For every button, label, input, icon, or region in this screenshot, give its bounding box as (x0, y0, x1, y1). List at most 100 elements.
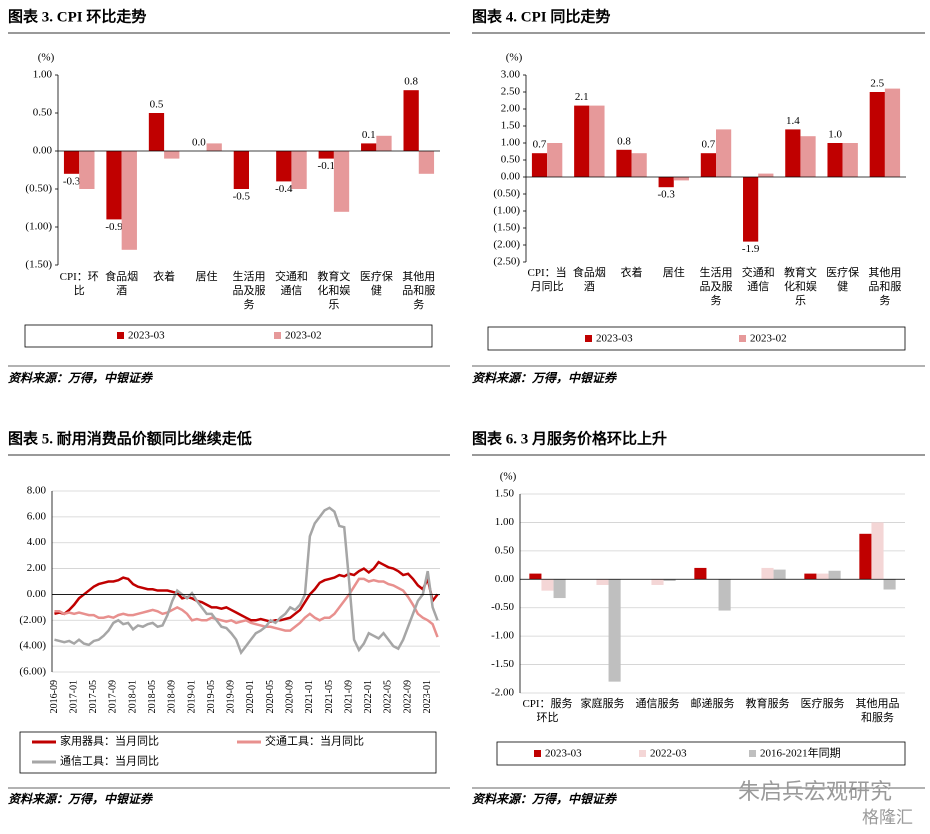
data-label: -0.3 (63, 175, 81, 187)
chart-title: 图表 5. 耐用消费品价额同比继续走低 (8, 429, 252, 447)
legend-label: 2022-03 (650, 748, 687, 760)
bar (63, 151, 80, 174)
x-tick-label: 交通和通信 (275, 269, 308, 297)
y-tick-label: 1.50 (501, 120, 521, 132)
bar (529, 573, 542, 580)
legend-box (487, 326, 906, 351)
y-tick-label: 6.00 (27, 510, 47, 522)
data-label: 2.5 (870, 78, 884, 90)
data-label: 0.7 (702, 139, 716, 151)
bar (658, 177, 674, 188)
y-tick-label: -1.00 (491, 630, 514, 642)
bar (828, 570, 841, 580)
y-tick-label: (0.50) (493, 188, 520, 200)
x-tick-label: 2017-05 (88, 680, 99, 713)
x-tick-label: 通信服务 (636, 697, 680, 710)
x-tick-label: 医疗服务 (801, 696, 845, 710)
x-tick-label: 食品烟酒 (105, 269, 138, 297)
data-label: -0.9 (105, 221, 123, 233)
bar (716, 129, 732, 177)
line (54, 560, 439, 623)
source: 资料来源：万得，中银证券 (8, 792, 154, 806)
x-tick-label: 生活用品及服务 (233, 269, 266, 311)
y-tick-label: (1.00) (493, 205, 520, 217)
y-tick-label: 1.50 (495, 488, 515, 500)
y-tick-label: 0.00 (495, 573, 515, 585)
bar (758, 173, 774, 177)
x-tick-label: 2023-01 (422, 680, 433, 713)
data-label: -0.4 (275, 183, 293, 195)
x-tick-label: 居住 (663, 265, 685, 279)
data-label: 0.7 (533, 139, 547, 151)
y-tick-label: 2.50 (501, 86, 521, 98)
x-tick-label: CPI：当月同比 (528, 265, 567, 293)
y-tick-label: (1.00) (25, 221, 52, 233)
bar (291, 151, 307, 189)
x-tick-label: 教育文化和娱乐 (317, 269, 350, 311)
legend-box (19, 731, 437, 774)
x-tick-label: 2019-05 (206, 680, 217, 713)
bar (718, 579, 731, 611)
bar (883, 579, 896, 590)
y-unit: (%) (500, 471, 517, 483)
legend-label: 2023-03 (545, 748, 582, 760)
x-tick-label: 2020-01 (245, 680, 256, 713)
bar (206, 143, 222, 151)
x-tick-label: 2018-05 (147, 680, 158, 713)
x-tick-label: 其他用品和服务 (868, 266, 901, 307)
bar (761, 567, 774, 580)
x-tick-label: 2021-05 (324, 680, 335, 713)
legend-swatch (639, 750, 646, 757)
x-tick-label: 衣着 (621, 265, 643, 279)
y-tick-label: 0.50 (501, 154, 521, 166)
y-tick-label: -0.50 (491, 601, 514, 613)
x-tick-label: 医疗保健 (360, 269, 393, 297)
y-tick-label: 0.50 (33, 107, 53, 119)
y-tick-label: 4.00 (27, 536, 47, 548)
x-tick-label: 交通和通信 (742, 265, 775, 293)
data-label: 1.0 (828, 129, 842, 141)
bar (148, 113, 165, 151)
y-tick-label: 0.50 (495, 544, 515, 556)
bar (631, 153, 647, 177)
data-label: 0.1 (362, 129, 376, 141)
legend-label: 2023-02 (750, 333, 787, 345)
bar (333, 151, 350, 212)
bar (816, 573, 829, 580)
bar (531, 153, 548, 177)
legend-label: 通信工具：当月同比 (60, 754, 159, 768)
data-label: 1.4 (786, 115, 800, 127)
x-tick-label: 医疗保健 (826, 265, 859, 293)
x-tick-label: 2019-01 (186, 680, 197, 713)
x-tick-label: 2018-01 (127, 680, 138, 713)
bar (79, 151, 95, 189)
bar (871, 522, 884, 580)
bar (608, 579, 621, 682)
bar (884, 88, 901, 177)
bar (827, 143, 843, 177)
bar (596, 579, 609, 585)
y-tick-label: (0.50) (25, 183, 52, 195)
x-tick-label: CPI：服务环比 (522, 697, 572, 724)
x-tick-label: 2019-09 (226, 680, 237, 713)
bar (233, 151, 249, 189)
data-label: 0.8 (617, 135, 631, 147)
x-tick-label: 2017-09 (108, 680, 119, 713)
data-label: -0.3 (657, 189, 675, 201)
bar (616, 149, 632, 177)
bar (700, 153, 716, 177)
bar (842, 143, 858, 177)
bar (403, 90, 419, 151)
bar (553, 579, 566, 599)
x-tick-label: 2022-05 (383, 680, 394, 713)
x-tick-label: 2022-09 (402, 680, 413, 713)
bar (164, 151, 180, 159)
watermark: 朱启兵宏观研究 (738, 780, 892, 805)
line (54, 577, 439, 638)
bar (773, 569, 786, 580)
y-unit: (%) (506, 52, 523, 64)
source: 资料来源：万得，中银证券 (472, 792, 618, 806)
y-tick-label: (2.50) (493, 256, 520, 268)
x-tick-label: 教育文化和娱乐 (784, 265, 817, 307)
bar (651, 579, 664, 585)
